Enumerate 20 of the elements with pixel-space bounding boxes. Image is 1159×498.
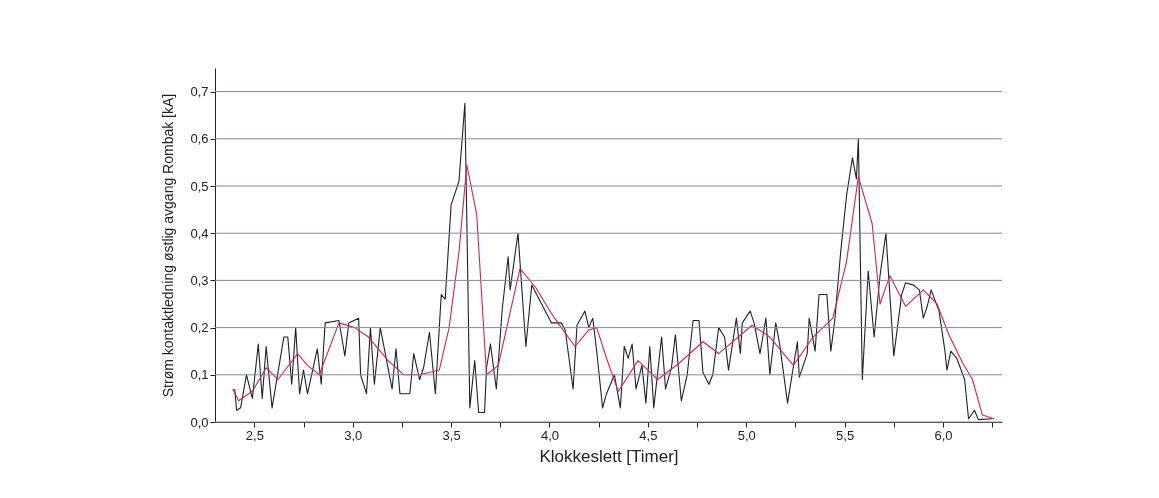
y-tick-label: 0,2 [190,320,209,336]
x-tick-label: 2,5 [245,427,264,443]
x-axis-title: Klokkeslett [Timer] [539,446,679,466]
x-tick-label: 5,0 [737,427,756,443]
x-tick-label: 4,0 [540,427,560,443]
x-tick-label: 4,5 [639,427,658,443]
y-tick-label: 0,4 [190,225,209,241]
line-series [232,164,995,420]
y-tick-label: 0,6 [190,131,209,147]
y-axis-title: Strøm kontaktledning østlig avgang Rombak [kA] [160,93,177,398]
y-tick-label: 0,7 [190,84,209,100]
line-series [234,102,993,421]
x-tick-label: 6,0 [934,427,953,443]
y-tick-label: 0,3 [190,272,209,288]
x-tick-label: 3,5 [442,427,461,443]
y-tick-label: 0,0 [190,414,209,430]
x-tick-label: 3,0 [344,427,363,443]
x-tick-label: 5,5 [836,427,855,443]
y-tick-label: 0,5 [190,178,209,194]
y-tick-label: 0,1 [190,367,209,383]
